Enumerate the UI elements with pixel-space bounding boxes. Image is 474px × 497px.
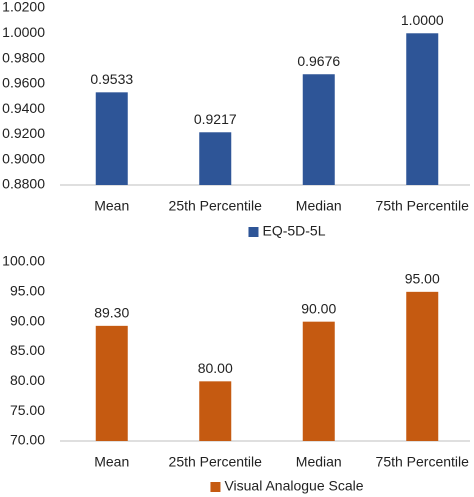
legend-label: EQ-5D-5L xyxy=(262,223,325,239)
y-tick-label: 95.00 xyxy=(10,283,45,299)
data-label: 80.00 xyxy=(198,360,233,376)
bar xyxy=(406,33,439,186)
x-tick-label: 75th Percentile xyxy=(376,198,470,214)
x-tick-label: 25th Percentile xyxy=(169,454,263,470)
x-tick-label: Median xyxy=(296,454,342,470)
bar xyxy=(95,325,128,441)
y-tick-label: 80.00 xyxy=(10,372,45,388)
x-tick-label: 75th Percentile xyxy=(376,454,470,470)
y-tick-label: 0.9600 xyxy=(2,75,45,91)
x-tick-label: Mean xyxy=(94,198,129,214)
y-tick-label: 1.0200 xyxy=(2,0,45,15)
x-tick-label: Median xyxy=(296,198,342,214)
y-tick-label: 100.00 xyxy=(2,253,45,269)
x-tick-label: Mean xyxy=(94,454,129,470)
data-label: 0.9533 xyxy=(90,71,133,87)
legend-label: Visual Analogue Scale xyxy=(224,478,363,494)
y-tick-label: 0.9800 xyxy=(2,49,45,65)
data-label: 89.30 xyxy=(94,305,129,321)
data-label: 95.00 xyxy=(405,271,440,287)
y-tick-label: 90.00 xyxy=(10,312,45,328)
y-tick-label: 75.00 xyxy=(10,402,45,418)
bar xyxy=(302,74,335,185)
bar xyxy=(302,321,335,441)
bar xyxy=(95,92,128,185)
y-tick-label: 0.9000 xyxy=(2,150,45,166)
legend-swatch xyxy=(210,482,221,492)
y-tick-label: 70.00 xyxy=(10,432,45,448)
y-tick-label: 0.8800 xyxy=(2,176,45,192)
bar xyxy=(406,291,439,441)
data-label: 0.9676 xyxy=(297,53,340,69)
y-tick-label: 0.9400 xyxy=(2,100,45,116)
bar xyxy=(199,381,232,441)
data-label: 1.0000 xyxy=(401,12,444,28)
y-tick-label: 1.0000 xyxy=(2,24,45,40)
data-label: 90.00 xyxy=(301,300,336,316)
data-label: 0.9217 xyxy=(194,111,237,127)
legend-swatch xyxy=(248,227,259,237)
x-tick-label: 25th Percentile xyxy=(169,198,263,214)
y-tick-label: 85.00 xyxy=(10,342,45,358)
y-tick-label: 0.9200 xyxy=(2,125,45,141)
bar xyxy=(199,132,232,185)
